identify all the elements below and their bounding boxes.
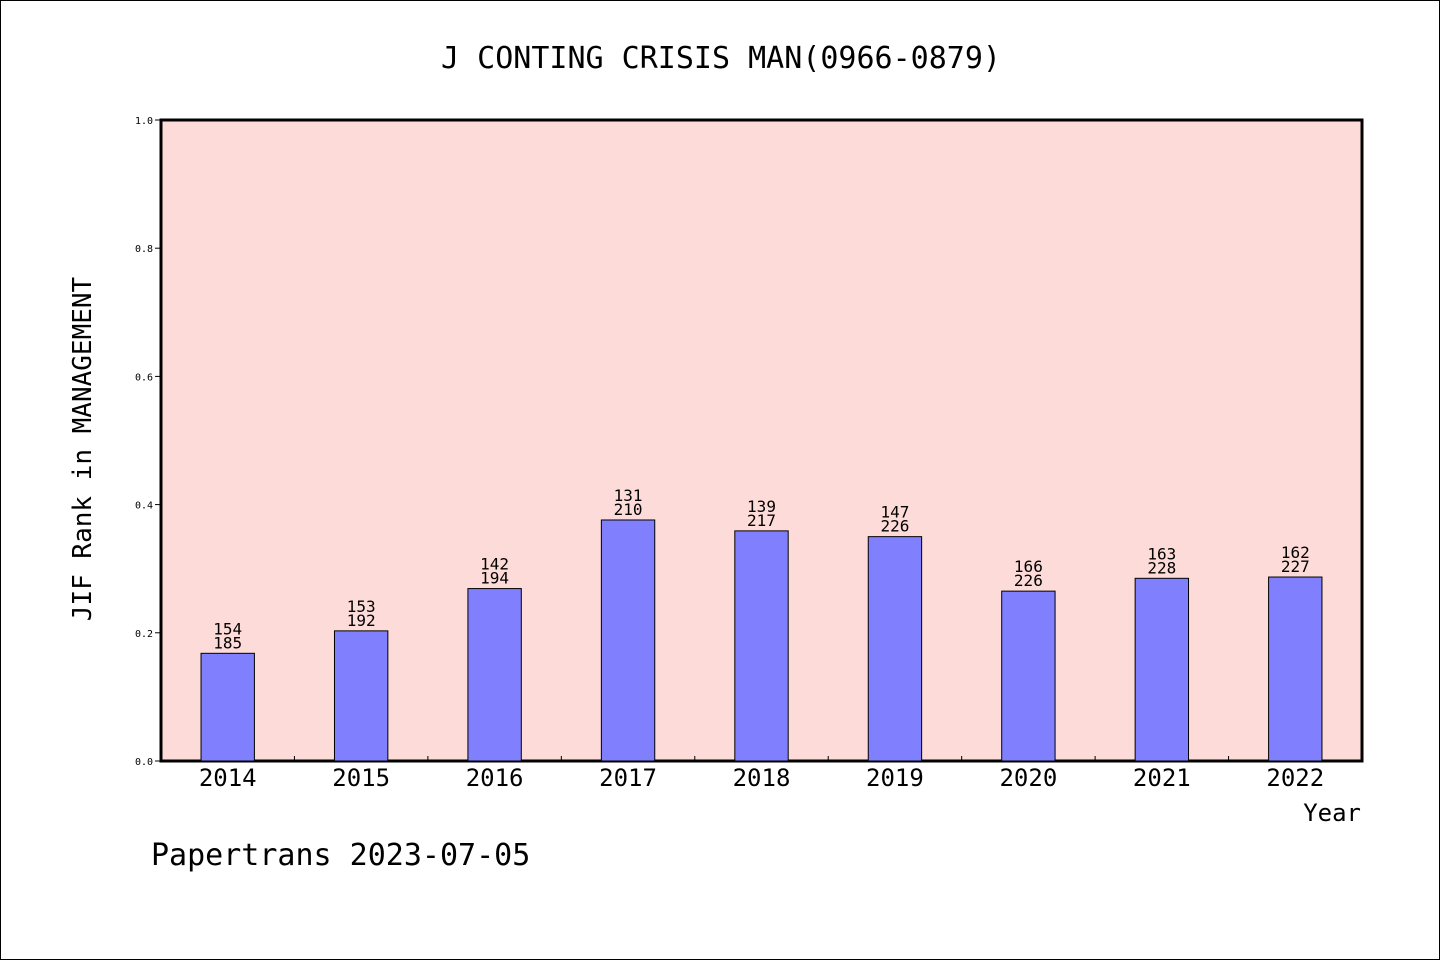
y-tick-label: 0.0 [135, 757, 153, 768]
bar-rank-label: 163 [1147, 544, 1176, 563]
bar-2016 [467, 588, 522, 762]
x-axis: 2014 2015 2016 2017 2018 2019 2020 2021 2022 [199, 764, 1324, 792]
x-tick-label: 2015 [332, 764, 390, 792]
bar-total-label: 194 [480, 569, 509, 588]
bar-rank-label: 154 [213, 619, 242, 638]
y-tick-label: 0.8 [135, 244, 153, 255]
bar-rank-label: 153 [347, 597, 376, 616]
bar-rank-label: 142 [480, 555, 509, 574]
bar-2015 [333, 630, 389, 762]
y-tick-label: 0.2 [135, 629, 153, 640]
footer-credit: Papertrans 2023-07-05 [151, 838, 530, 873]
x-tick-label: 2018 [733, 764, 791, 792]
x-tick-label: 2017 [599, 764, 657, 792]
bar-2018 [734, 530, 789, 762]
bar-total-label: 185 [213, 633, 242, 652]
y-tick-label: 0.4 [135, 501, 153, 512]
x-tick-label: 2016 [466, 764, 524, 792]
y-tick-label: 0.6 [135, 372, 153, 383]
bar-rank-label: 162 [1281, 543, 1310, 562]
x-axis-label: Year [1303, 799, 1361, 827]
y-tick-label: 1.0 [135, 116, 153, 127]
bar-total-label: 226 [1014, 571, 1043, 590]
x-axis-dividers [293, 756, 1230, 761]
bar-total-label: 210 [614, 500, 643, 519]
bar-2021 [1134, 577, 1190, 762]
chart-title: J CONTING CRISIS MAN(0966-0879) [441, 41, 1001, 76]
y-axis-label: JIF Rank in MANAGEMENT [68, 276, 98, 621]
bar-2017 [600, 519, 656, 762]
y-axis: 0.0 0.2 0.4 0.6 0.8 1.0 [135, 116, 161, 768]
bar-total-label: 227 [1281, 557, 1310, 576]
x-tick-label: 2020 [999, 764, 1057, 792]
x-tick-label: 2014 [199, 764, 257, 792]
bar-2014 [200, 652, 255, 762]
bar-rank-label: 147 [880, 503, 909, 522]
bars-group [200, 519, 1323, 762]
bar-2022 [1268, 576, 1323, 762]
bar-total-label: 226 [880, 517, 909, 536]
bar-rank-label: 139 [747, 497, 776, 516]
x-tick-label: 2021 [1133, 764, 1191, 792]
bar-2020 [1001, 590, 1056, 762]
bar-rank-label: 166 [1014, 557, 1043, 576]
bar-total-label: 217 [747, 511, 776, 530]
bar-rank-label: 131 [614, 486, 643, 505]
x-tick-label: 2022 [1266, 764, 1324, 792]
x-tick-label: 2019 [866, 764, 924, 792]
bar-total-label: 192 [347, 611, 376, 630]
bar-2019 [867, 536, 923, 762]
bar-total-label: 228 [1147, 558, 1176, 577]
